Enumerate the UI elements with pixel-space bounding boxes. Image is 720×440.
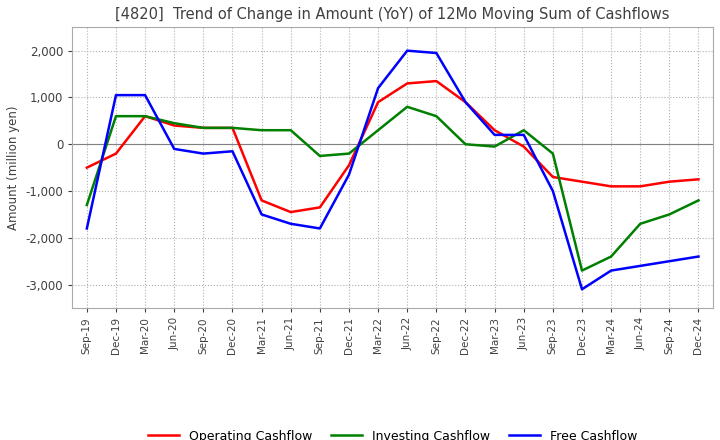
Investing Cashflow <box>199 125 207 131</box>
Free Cashflow <box>462 99 470 105</box>
Operating Cashflow <box>694 177 703 182</box>
Free Cashflow <box>345 172 354 177</box>
Investing Cashflow <box>519 128 528 133</box>
Operating Cashflow <box>432 78 441 84</box>
Operating Cashflow <box>549 174 557 180</box>
Free Cashflow <box>170 146 179 151</box>
Investing Cashflow <box>403 104 412 110</box>
Investing Cashflow <box>112 114 120 119</box>
Operating Cashflow <box>490 128 499 133</box>
Operating Cashflow <box>345 163 354 168</box>
Free Cashflow <box>112 92 120 98</box>
Operating Cashflow <box>519 144 528 149</box>
Operating Cashflow <box>170 123 179 128</box>
Free Cashflow <box>287 221 295 227</box>
Free Cashflow <box>694 254 703 259</box>
Investing Cashflow <box>315 153 324 158</box>
Investing Cashflow <box>432 114 441 119</box>
Investing Cashflow <box>257 128 266 133</box>
Operating Cashflow <box>577 179 586 184</box>
Investing Cashflow <box>607 254 616 259</box>
Free Cashflow <box>228 149 237 154</box>
Operating Cashflow <box>403 81 412 86</box>
Free Cashflow <box>607 268 616 273</box>
Investing Cashflow <box>694 198 703 203</box>
Free Cashflow <box>315 226 324 231</box>
Operating Cashflow <box>141 114 150 119</box>
Operating Cashflow <box>665 179 674 184</box>
Investing Cashflow <box>636 221 644 227</box>
Operating Cashflow <box>636 184 644 189</box>
Free Cashflow <box>519 132 528 138</box>
Investing Cashflow <box>577 268 586 273</box>
Operating Cashflow <box>83 165 91 170</box>
Line: Investing Cashflow: Investing Cashflow <box>87 107 698 271</box>
Free Cashflow <box>665 259 674 264</box>
Operating Cashflow <box>112 151 120 156</box>
Title: [4820]  Trend of Change in Amount (YoY) of 12Mo Moving Sum of Cashflows: [4820] Trend of Change in Amount (YoY) o… <box>115 7 670 22</box>
Investing Cashflow <box>665 212 674 217</box>
Operating Cashflow <box>607 184 616 189</box>
Free Cashflow <box>141 92 150 98</box>
Y-axis label: Amount (million yen): Amount (million yen) <box>7 106 20 230</box>
Free Cashflow <box>374 85 382 91</box>
Operating Cashflow <box>287 209 295 215</box>
Operating Cashflow <box>199 125 207 131</box>
Free Cashflow <box>83 226 91 231</box>
Free Cashflow <box>199 151 207 156</box>
Investing Cashflow <box>374 128 382 133</box>
Free Cashflow <box>490 132 499 138</box>
Investing Cashflow <box>287 128 295 133</box>
Investing Cashflow <box>549 151 557 156</box>
Free Cashflow <box>636 263 644 268</box>
Free Cashflow <box>432 50 441 55</box>
Line: Free Cashflow: Free Cashflow <box>87 51 698 289</box>
Operating Cashflow <box>257 198 266 203</box>
Free Cashflow <box>257 212 266 217</box>
Free Cashflow <box>549 188 557 194</box>
Operating Cashflow <box>315 205 324 210</box>
Operating Cashflow <box>374 99 382 105</box>
Investing Cashflow <box>228 125 237 131</box>
Line: Operating Cashflow: Operating Cashflow <box>87 81 698 212</box>
Operating Cashflow <box>462 99 470 105</box>
Free Cashflow <box>403 48 412 53</box>
Investing Cashflow <box>141 114 150 119</box>
Investing Cashflow <box>170 121 179 126</box>
Investing Cashflow <box>345 151 354 156</box>
Free Cashflow <box>577 286 586 292</box>
Legend: Operating Cashflow, Investing Cashflow, Free Cashflow: Operating Cashflow, Investing Cashflow, … <box>143 425 643 440</box>
Operating Cashflow <box>228 125 237 131</box>
Investing Cashflow <box>462 142 470 147</box>
Investing Cashflow <box>83 202 91 208</box>
Investing Cashflow <box>490 144 499 149</box>
